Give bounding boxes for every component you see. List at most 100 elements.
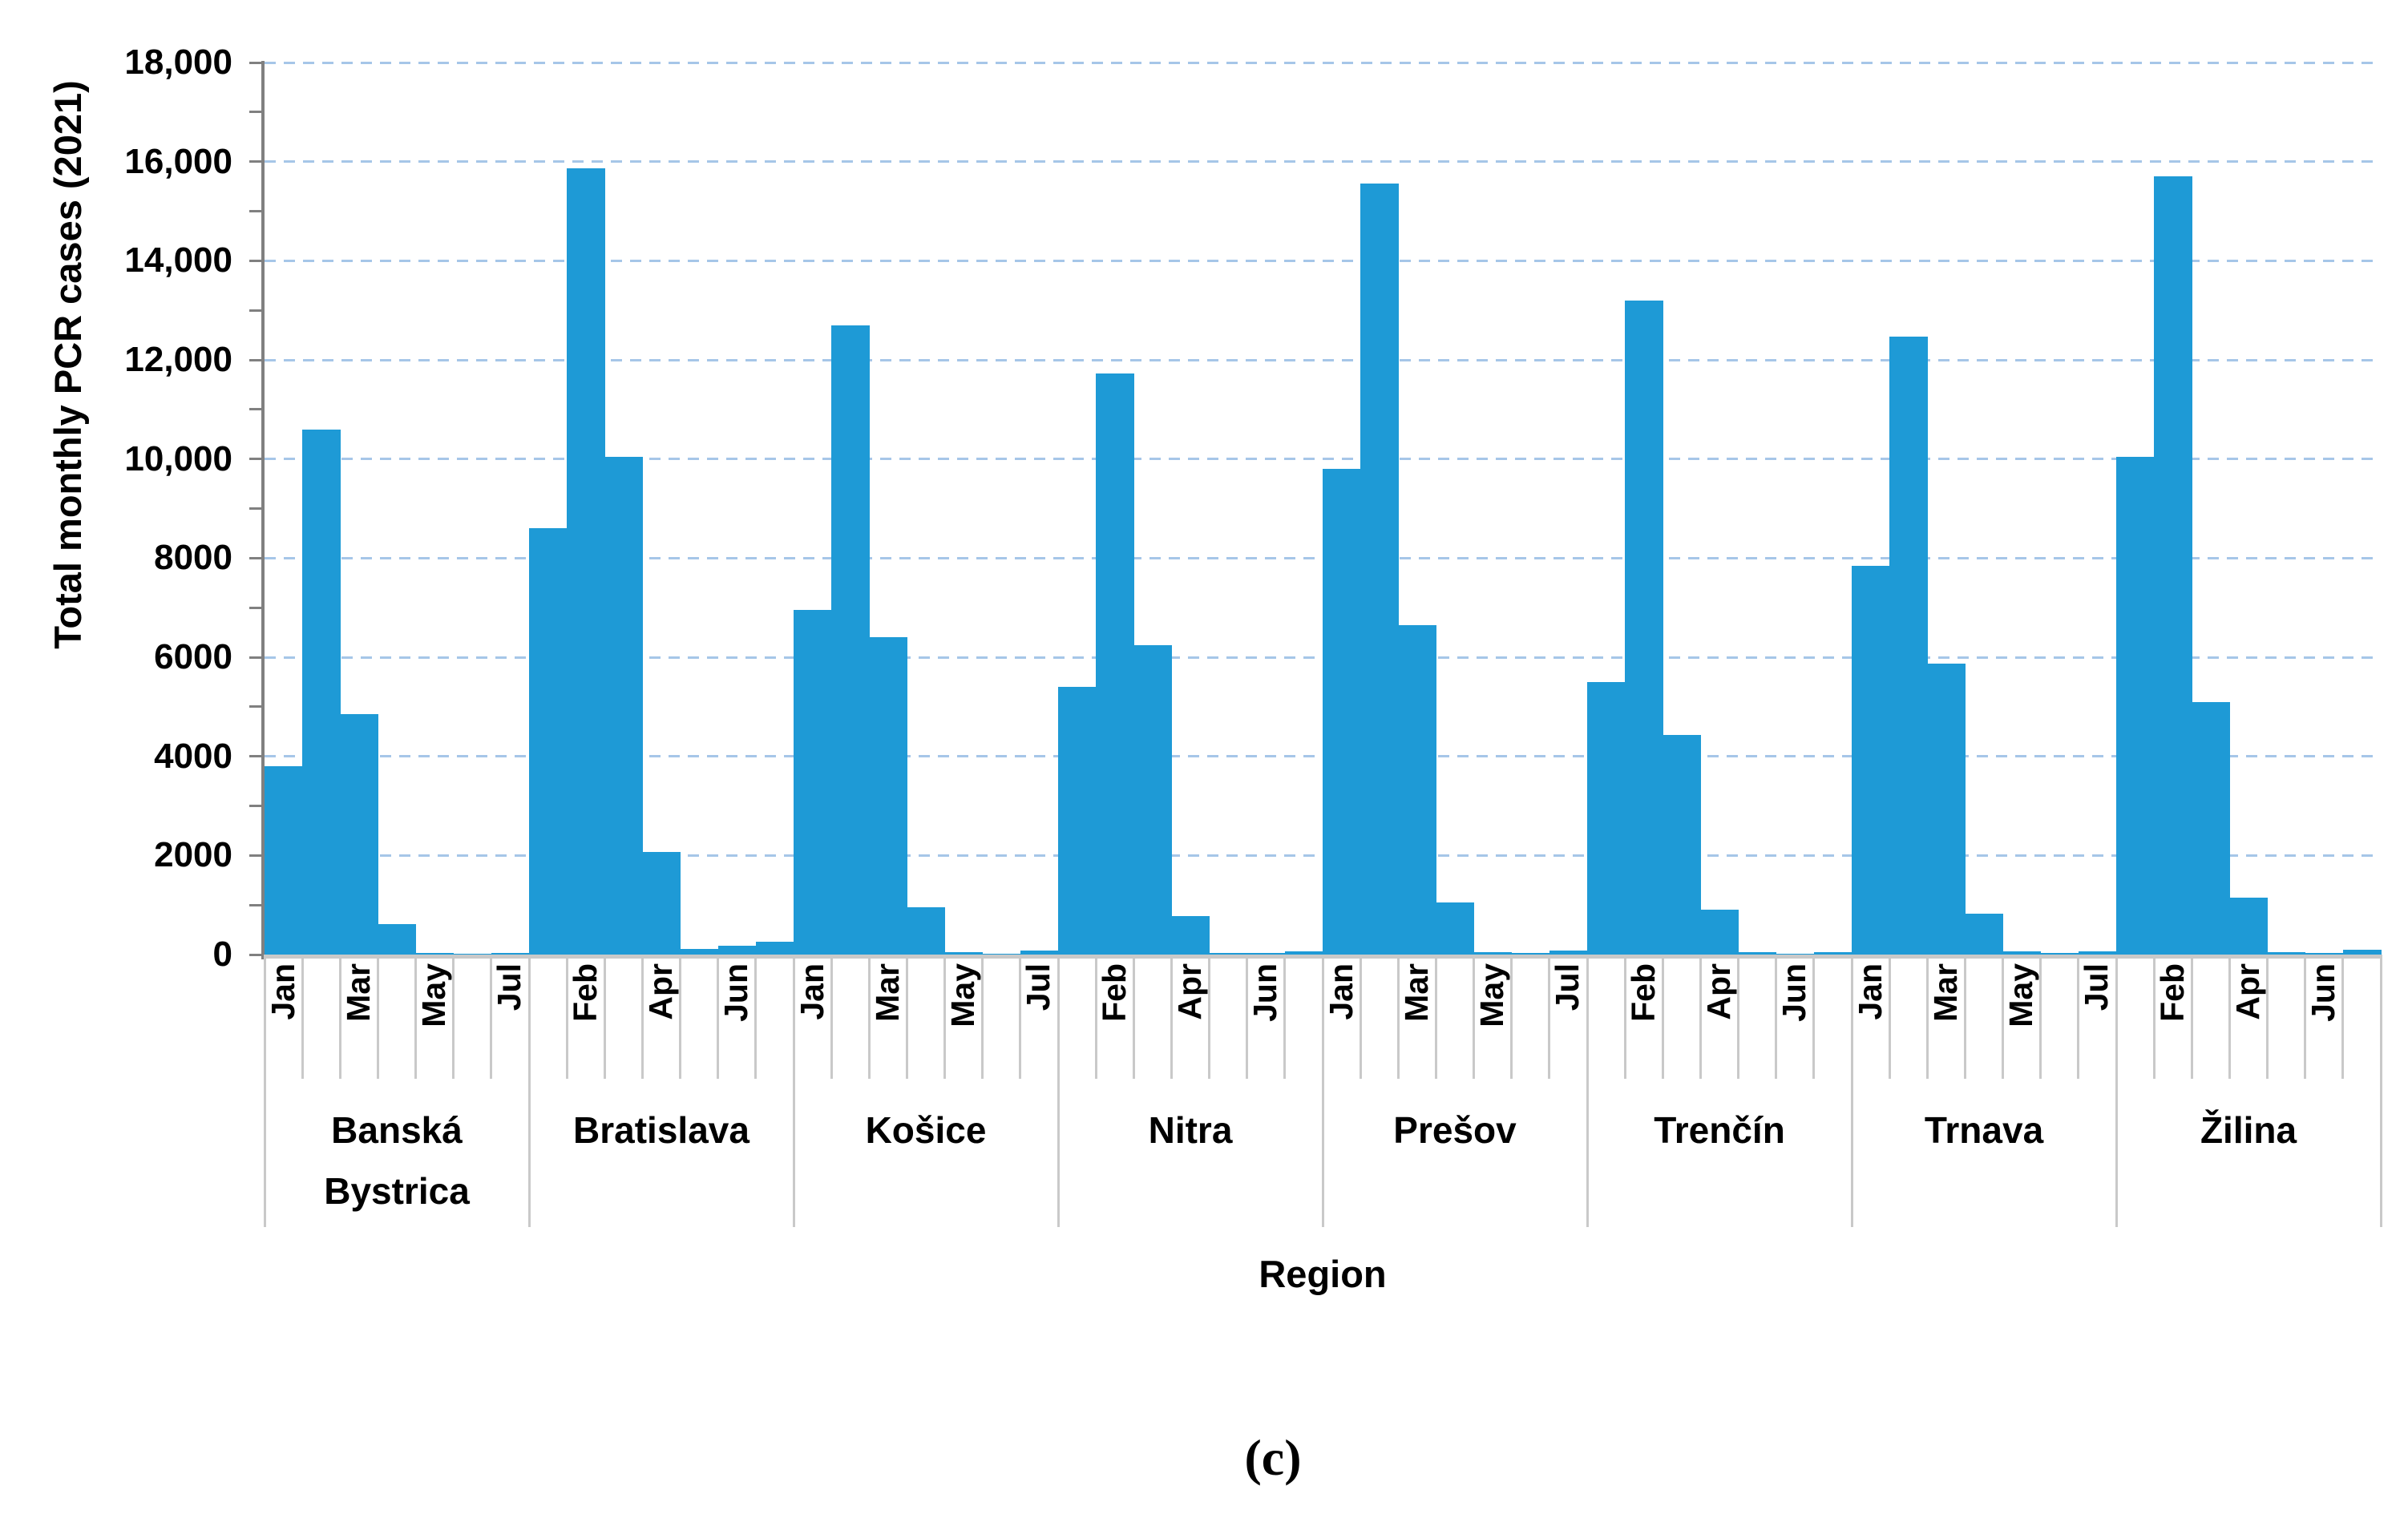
gridline-10000 [265, 458, 2381, 461]
y-tick-mark [249, 854, 263, 857]
bar-Prešov-Apr [1436, 902, 1475, 955]
month-separator [830, 955, 833, 1079]
x-tick-label-month: May [944, 963, 982, 1027]
bar-Košice-Jan [794, 610, 832, 955]
bar-Prešov-Mar [1398, 624, 1437, 955]
bar-Prešov-May [1473, 951, 1513, 955]
bar-Trnava-Mar [1927, 664, 1966, 955]
bar-Trenčín-Feb [1625, 301, 1663, 955]
x-tick-label-month: Apr [2229, 963, 2266, 1020]
bar-Trnava-Feb [1889, 336, 1928, 955]
x-tick-label-month: Feb [2153, 963, 2191, 1022]
month-separator [1699, 955, 1702, 1079]
bar-Banská Bystrica-Jun [453, 953, 492, 955]
month-separator [1925, 955, 1929, 1079]
gridline-18000 [265, 61, 2381, 64]
cluster-separator [792, 955, 795, 1227]
month-separator [1434, 955, 1437, 1079]
y-tick-mark [249, 160, 263, 164]
y-tick-mark [249, 606, 263, 609]
month-separator [1359, 955, 1362, 1079]
month-separator [2190, 955, 2193, 1079]
x-tick-label-month: Jun [2305, 963, 2342, 1022]
cluster-separator [263, 955, 266, 1227]
x-tick-label-month: Feb [1624, 963, 1662, 1022]
bar-Bratislava-Jun [717, 945, 757, 955]
x-tick-label-month: Jan [1322, 963, 1360, 1020]
month-separator [376, 955, 379, 1079]
x-tick-label-month: Jul [2078, 963, 2115, 1011]
y-tick-label: 14,000 [124, 240, 232, 281]
y-tick-label: 0 [212, 935, 232, 974]
month-separator [2266, 955, 2269, 1079]
bar-Žilina-Jan [2116, 456, 2155, 955]
month-separator [2341, 955, 2345, 1079]
x-tick-label-month: Jan [793, 963, 830, 1020]
month-separator [1019, 955, 1022, 1079]
bar-Žilina-Apr [2229, 897, 2269, 955]
bar-Banská Bystrica-Feb [302, 429, 341, 955]
month-separator [565, 955, 568, 1079]
x-tick-label-month: Feb [1095, 963, 1133, 1022]
y-tick-mark [249, 755, 263, 758]
y-tick-mark [249, 408, 263, 411]
bar-Trenčín-Jul [1813, 951, 1852, 955]
x-tick-label-month: Feb [566, 963, 604, 1022]
y-tick-mark [249, 556, 263, 559]
cluster-separator [1057, 955, 1060, 1227]
month-separator [1661, 955, 1664, 1079]
bar-Trenčín-Jan [1587, 681, 1626, 955]
bar-Nitra-May [1209, 952, 1248, 955]
x-tick-label-region: Nitra [1148, 1109, 1233, 1151]
x-tick-label-month: Jun [1246, 963, 1284, 1022]
gridline-14000 [265, 259, 2381, 262]
y-tick-label: 4000 [154, 736, 232, 776]
bar-Košice-Jul [1020, 951, 1059, 955]
month-separator [1170, 955, 1173, 1079]
bar-Prešov-Jun [1511, 953, 1550, 955]
y-tick-mark [249, 61, 263, 64]
month-separator [1888, 955, 1891, 1079]
month-separator [2152, 955, 2155, 1079]
y-tick-mark [249, 953, 263, 956]
gridline-12000 [265, 358, 2381, 361]
month-separator [1208, 955, 1211, 1079]
y-tick-mark [249, 259, 263, 262]
x-tick-label-month: May [2002, 963, 2040, 1027]
y-tick-mark [249, 805, 263, 807]
bar-Trenčín-Apr [1700, 910, 1739, 955]
y-tick-label: 16,000 [124, 141, 232, 181]
x-tick-label-month: Jul [1020, 963, 1057, 1011]
month-separator [1473, 955, 1476, 1079]
bar-Košice-Mar [869, 637, 908, 955]
y-tick-mark [249, 111, 263, 114]
month-separator [905, 955, 908, 1079]
x-tick-label-month: May [415, 963, 453, 1027]
month-separator [301, 955, 304, 1079]
y-tick-mark [249, 309, 263, 312]
month-separator [1812, 955, 1816, 1079]
bar-Nitra-Mar [1133, 644, 1173, 955]
bar-Banská Bystrica-Apr [378, 923, 417, 955]
cluster-separator [2115, 955, 2118, 1227]
x-tick-label-month: Jun [717, 963, 755, 1022]
y-axis-line [261, 61, 265, 959]
month-separator [1510, 955, 1513, 1079]
bar-Nitra-Jan [1058, 687, 1097, 955]
bar-Žilina-Mar [2192, 701, 2231, 955]
y-tick-label: 18,000 [124, 42, 232, 82]
x-tick-label-region: Banská Bystrica [324, 1109, 470, 1212]
cluster-separator [1850, 955, 1853, 1227]
y-tick-label: 2000 [154, 835, 232, 875]
gridline-16000 [265, 160, 2381, 164]
bar-Banská Bystrica-May [415, 953, 455, 955]
cluster-separator [1321, 955, 1324, 1227]
month-separator [981, 955, 984, 1079]
bar-Trnava-Apr [1965, 913, 2004, 955]
x-tick-label-region: Trnava [1924, 1109, 2044, 1151]
month-separator [754, 955, 758, 1079]
bar-Nitra-Apr [1171, 915, 1210, 955]
bar-Košice-Apr [907, 907, 946, 955]
month-separator [1132, 955, 1135, 1079]
